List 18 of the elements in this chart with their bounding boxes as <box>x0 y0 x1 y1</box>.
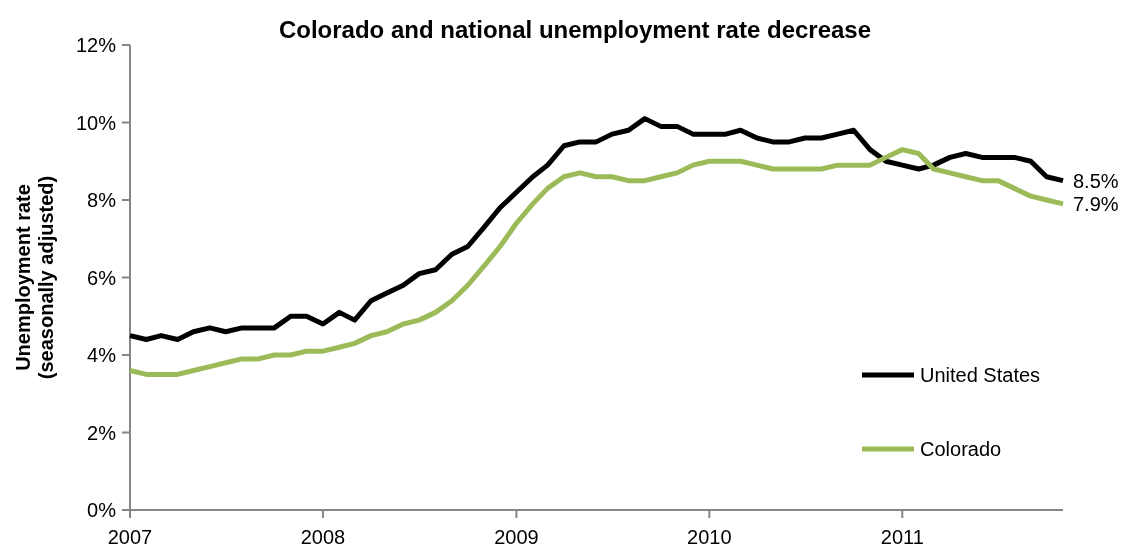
legend-label: United States <box>920 364 1041 386</box>
x-tick-label: 2011 <box>880 526 924 548</box>
y-tick-label: 8% <box>87 189 117 211</box>
legend-label: Colorado <box>920 438 1002 460</box>
x-tick-label: 2008 <box>300 526 346 548</box>
y-tick-label: 2% <box>87 421 117 444</box>
y-tick-label: 0% <box>87 499 117 521</box>
x-tick-label: 2010 <box>687 526 732 548</box>
chart-title: Colorado and national unemployment rate decrease <box>278 16 872 43</box>
y-axis-title: Unemployment rate (seasonally adjusted) <box>12 175 57 380</box>
y-tick-label: 10% <box>75 111 117 134</box>
x-tick-label: 2009 <box>494 526 539 548</box>
y-tick-label: 12% <box>75 34 117 56</box>
x-tick-label: 2007 <box>107 526 153 548</box>
y-tick-label: 6% <box>87 266 117 289</box>
annotation: 7.9% <box>1073 192 1119 215</box>
y-tick-label: 4% <box>87 344 117 366</box>
annotation: 8.5% <box>1073 169 1119 192</box>
